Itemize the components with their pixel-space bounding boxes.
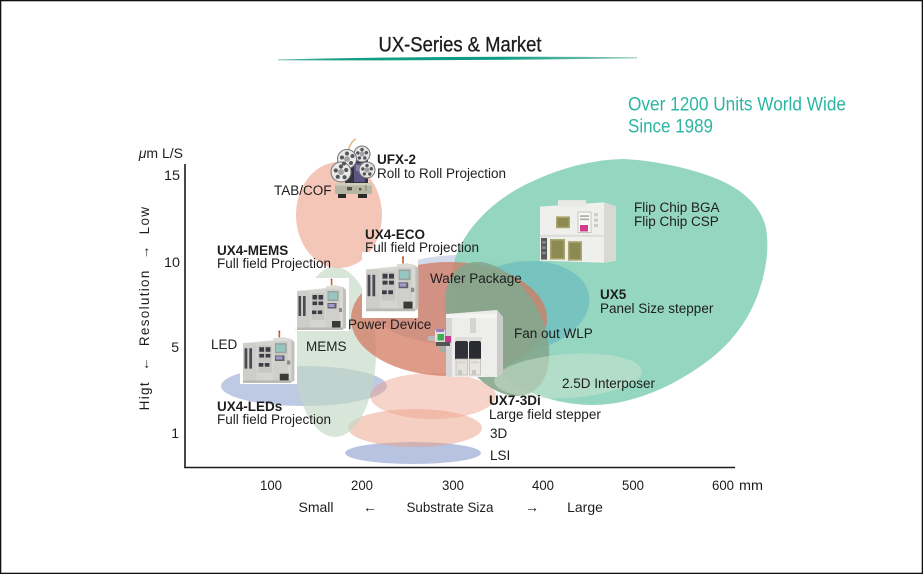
svg-text:UX7-3Di: UX7-3Di [489, 393, 541, 408]
svg-text:15: 15 [164, 167, 180, 183]
svg-text:→: → [525, 499, 539, 515]
svg-text:UX4-MEMS: UX4-MEMS [217, 243, 288, 258]
svg-text:Since 1989: Since 1989 [628, 117, 713, 138]
svg-text:mm: mm [739, 477, 763, 493]
svg-text:Full field Projection: Full field Projection [365, 240, 479, 255]
svg-text:Over 1200 Units World Wide: Over 1200 Units World Wide [628, 95, 846, 116]
svg-text:400: 400 [532, 477, 554, 493]
svg-text:Full field Projection: Full field Projection [217, 412, 331, 427]
svg-text:UX4-LEDs: UX4-LEDs [217, 399, 282, 414]
svg-text:Fan out WLP: Fan out WLP [514, 326, 593, 341]
svg-text:UX5: UX5 [600, 287, 627, 302]
svg-text:UFX-2: UFX-2 [377, 152, 416, 167]
svg-text:Small: Small [298, 499, 333, 515]
svg-text:Large field stepper: Large field stepper [489, 407, 601, 422]
svg-text:5: 5 [171, 339, 179, 355]
svg-text:600: 600 [712, 477, 734, 493]
svg-text:1: 1 [171, 425, 179, 441]
svg-text:2.5D Interposer: 2.5D Interposer [562, 376, 656, 391]
svg-text:Roll to Roll Projection: Roll to Roll Projection [377, 166, 506, 181]
svg-text:500: 500 [622, 477, 644, 493]
svg-text:Higt ← Resolution → Low: Higt ← Resolution → Low [137, 206, 152, 411]
svg-text:Flip Chip BGA: Flip Chip BGA [634, 200, 720, 215]
svg-text:100: 100 [260, 477, 282, 493]
svg-text:Wafer Package: Wafer Package [430, 271, 522, 286]
svg-text:LSI: LSI [490, 448, 510, 463]
svg-text:Flip Chip CSP: Flip Chip CSP [634, 214, 719, 229]
svg-text:Power Device: Power Device [348, 317, 431, 332]
svg-text:μm L/S: μm L/S [138, 145, 183, 161]
svg-text:Large: Large [567, 499, 603, 515]
svg-text:MEMS: MEMS [306, 339, 347, 354]
svg-text:UX4-ECO: UX4-ECO [365, 227, 425, 242]
svg-text:LED: LED [211, 337, 238, 352]
svg-text:UX-Series & Market: UX-Series & Market [379, 34, 542, 57]
svg-text:←: ← [363, 499, 377, 515]
svg-text:3D: 3D [490, 426, 508, 441]
svg-text:TAB/COF: TAB/COF [274, 183, 332, 198]
svg-text:10: 10 [164, 254, 180, 270]
svg-text:Panel Size stepper: Panel Size stepper [600, 301, 714, 316]
svg-text:Full field Projection: Full field Projection [217, 256, 331, 271]
svg-text:Substrate Siza: Substrate Siza [407, 499, 494, 515]
svg-text:300: 300 [442, 477, 464, 493]
svg-text:200: 200 [351, 477, 373, 493]
